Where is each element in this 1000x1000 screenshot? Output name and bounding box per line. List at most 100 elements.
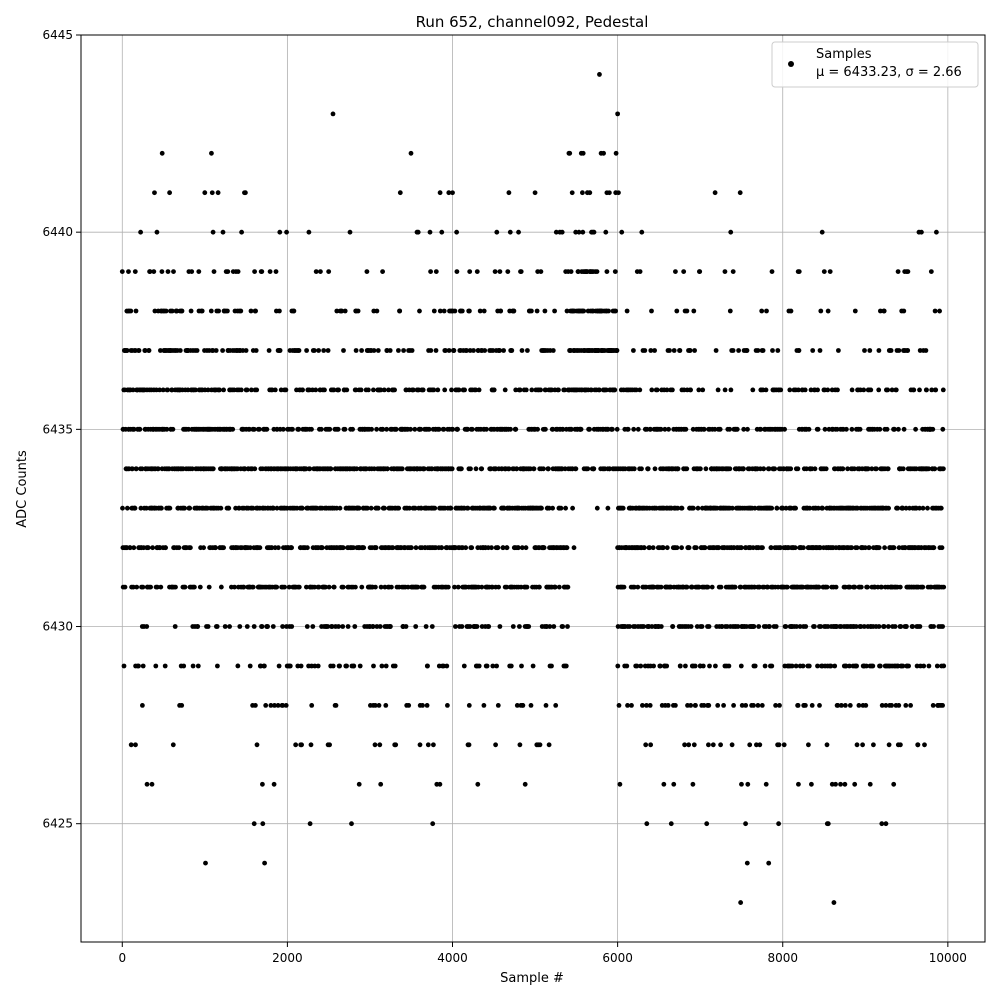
- sample-point: [923, 348, 929, 353]
- sample-point: [305, 545, 310, 551]
- sample-point: [565, 624, 570, 629]
- sample-point: [171, 269, 176, 274]
- sample-point: [897, 584, 903, 590]
- sample-point: [762, 663, 768, 669]
- sample-point: [757, 742, 763, 748]
- sample-point: [562, 387, 567, 393]
- sample-point: [934, 663, 940, 669]
- sample-point: [717, 426, 723, 432]
- data-point: [883, 821, 889, 827]
- sample-point: [323, 584, 328, 590]
- y-tick-label: 6435: [42, 422, 73, 436]
- sample-point: [535, 426, 540, 432]
- sample-point: [388, 624, 393, 629]
- sample-point: [336, 624, 341, 629]
- sample-point: [818, 308, 824, 314]
- sample-point: [581, 308, 587, 314]
- sample-point: [449, 387, 454, 393]
- sample-point: [889, 387, 895, 393]
- sample-point: [192, 584, 197, 590]
- sample-point: [563, 663, 569, 669]
- sample-point: [154, 584, 160, 590]
- sample-point: [390, 545, 396, 551]
- data-point: [144, 781, 150, 787]
- sample-point: [735, 624, 741, 629]
- sample-point: [316, 584, 322, 590]
- sample-point: [781, 742, 787, 748]
- sample-point: [815, 505, 821, 511]
- data-point: [833, 781, 838, 787]
- sample-point: [372, 742, 378, 748]
- sample-point: [760, 348, 766, 353]
- sample-point: [121, 663, 127, 669]
- data-point: [728, 229, 734, 235]
- data-point: [318, 269, 323, 275]
- sample-point: [684, 466, 690, 472]
- sample-point: [412, 426, 418, 432]
- sample-point: [392, 663, 398, 669]
- sample-point: [788, 466, 794, 472]
- sample-point: [866, 545, 872, 551]
- sample-point: [195, 663, 201, 669]
- data-points: [119, 72, 947, 905]
- sample-point: [715, 387, 721, 393]
- sample-point: [768, 545, 774, 551]
- sample-point: [345, 624, 351, 629]
- sample-point: [298, 663, 304, 669]
- sample-point: [465, 742, 471, 748]
- sample-point: [446, 348, 452, 353]
- data-point: [149, 781, 155, 787]
- sample-point: [862, 348, 867, 353]
- sample-point: [777, 703, 782, 708]
- sample-point: [677, 348, 683, 353]
- sample-point: [625, 426, 631, 432]
- sample-point: [877, 663, 883, 669]
- sample-point: [563, 505, 568, 511]
- sample-point: [220, 348, 226, 353]
- sample-point: [849, 545, 855, 551]
- sample-point: [896, 703, 902, 708]
- sample-point: [337, 505, 343, 511]
- sample-point: [610, 426, 615, 432]
- sample-point: [564, 308, 570, 314]
- sample-point: [612, 269, 618, 274]
- sample-point: [852, 466, 857, 472]
- sample-point: [876, 545, 882, 551]
- sample-point: [307, 821, 313, 827]
- sample-point: [275, 703, 281, 708]
- sample-point: [466, 703, 472, 708]
- sample-point: [930, 426, 936, 432]
- sample-point: [215, 663, 220, 669]
- data-point: [763, 781, 769, 787]
- data-point: [567, 150, 573, 156]
- sample-point: [409, 348, 415, 353]
- sample-point: [647, 545, 652, 551]
- sample-point: [262, 860, 267, 866]
- sample-point: [886, 742, 892, 748]
- sample-point: [522, 781, 528, 787]
- sample-point: [153, 663, 159, 669]
- axis-ticks: 0 2000 4000 6000 8000 10000 6425 6430 6435 6440 64…: [42, 28, 966, 965]
- sample-point: [643, 742, 649, 748]
- sample-point: [917, 624, 923, 629]
- sample-point: [573, 229, 579, 235]
- sample-point: [210, 348, 216, 353]
- data-point: [838, 781, 843, 787]
- sample-point: [870, 663, 876, 669]
- sample-point: [932, 308, 938, 314]
- sample-point: [543, 426, 548, 432]
- sample-point: [140, 663, 146, 669]
- sample-point: [484, 426, 489, 432]
- sample-point: [421, 584, 427, 590]
- sample-point: [783, 624, 789, 629]
- sample-point: [931, 545, 937, 551]
- sample-point: [627, 624, 632, 629]
- sample-point: [511, 308, 517, 314]
- sample-point: [900, 663, 906, 669]
- data-point: [284, 229, 289, 235]
- data-point: [937, 308, 942, 314]
- sample-point: [751, 703, 756, 708]
- sample-point: [580, 150, 586, 156]
- sample-point: [645, 466, 651, 472]
